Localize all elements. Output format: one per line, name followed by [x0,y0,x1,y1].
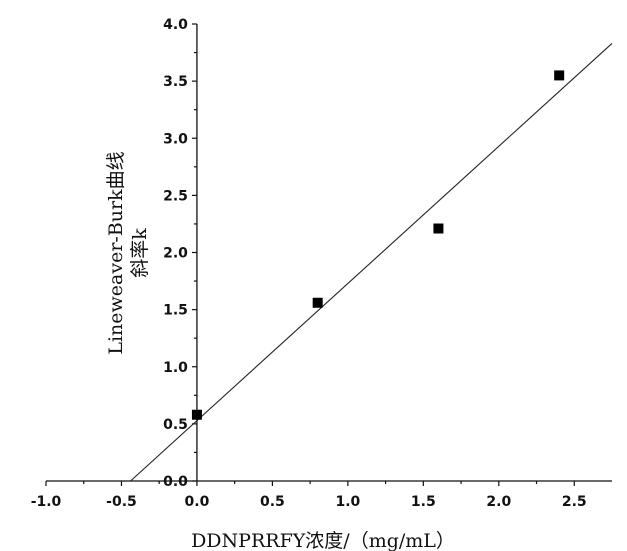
data-point [191,409,202,420]
y-tick-label: 2.0 [163,246,188,262]
fit-line [130,43,613,482]
x-tick-label: 2.5 [562,494,587,510]
y-ticks: 0.0 0.5 1.0 1.5 2.0 2.5 3.0 3.5 4.0 [163,17,197,490]
data-point [312,297,323,308]
y-tick-label: 3.0 [163,131,188,147]
y-tick-label: 1.5 [163,303,188,319]
x-ticks: -1.0 -0.5 0.0 0.5 1.0 1.5 2.0 2.5 [31,481,587,510]
x-axis-title: DDNPRRFY浓度/（mg/mL） [191,530,455,551]
y-tick-label: 4.0 [163,17,188,33]
x-tick-label: 1.0 [335,494,360,510]
x-tick-label: 0.5 [260,494,285,510]
x-tick-label: 0.0 [185,494,210,510]
y-tick-label: 3.5 [163,74,188,90]
y-tick-label: 1.0 [163,360,188,376]
x-tick-label: -1.0 [31,494,62,510]
x-tick-label: 1.5 [411,494,436,510]
y-tick-label: 0.5 [163,417,188,433]
data-point [433,223,444,234]
data-points [191,70,565,420]
x-tick-label: 2.0 [486,494,511,510]
data-point [554,70,565,81]
y-tick-label: 0.0 [163,474,188,490]
y-tick-label: 2.5 [163,188,188,204]
y-axis-title-line1: Lineweaver-Burk曲线 [105,151,127,354]
x-tick-label: -0.5 [106,494,137,510]
y-axis-title-line2: 斜率k [129,228,151,278]
